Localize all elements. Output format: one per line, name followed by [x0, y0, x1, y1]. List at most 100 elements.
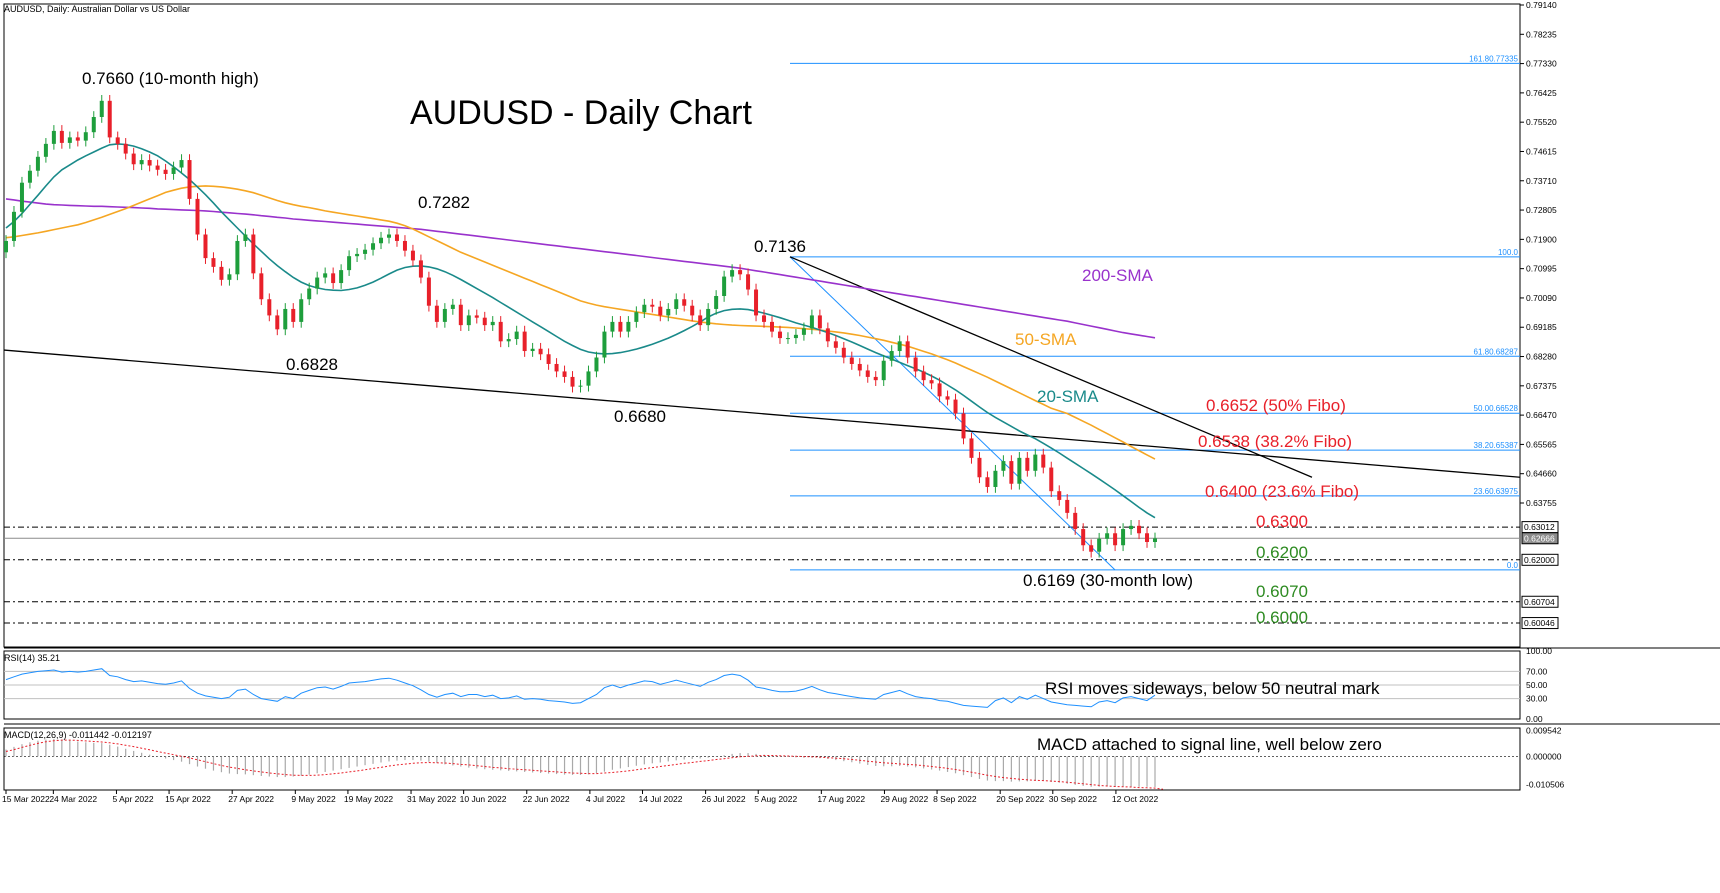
candle [1025, 452, 1030, 477]
candle-body [474, 315, 479, 318]
rsi-note: RSI moves sideways, below 50 neutral mar… [1045, 679, 1380, 698]
candle [650, 298, 655, 313]
candle [610, 316, 615, 338]
candle [387, 228, 391, 244]
price-axis: 0.79140 0.78235 0.77330 0.76425 0.75520 0.746… [1520, 0, 1557, 508]
long-term-trendline [3, 349, 1521, 478]
candle-body [498, 321, 503, 342]
date-tick-label: 17 Aug 2022 [817, 794, 865, 804]
chart-annotation: 0.6680 [614, 407, 666, 426]
candle [873, 371, 878, 386]
candle [131, 147, 136, 171]
candle [99, 94, 104, 123]
price-tick-label: 0.73710 [1526, 176, 1557, 186]
price-tick-label: 0.65565 [1526, 439, 1557, 449]
fib-level-label: 50.00.66528 [1474, 404, 1519, 413]
rsi-tick-label: 100.00 [1526, 646, 1552, 656]
candle-body [235, 240, 240, 275]
macd-pane: 0.009542 0.000000 -0.010506 [4, 726, 1565, 790]
candle-body [315, 277, 320, 289]
candle-body [1081, 529, 1086, 546]
date-tick-label: 30 Sep 2022 [1049, 794, 1097, 804]
price-tag-box [1521, 617, 1559, 630]
candle-body [1097, 538, 1102, 552]
candle-body [307, 288, 312, 300]
candle-body [387, 234, 391, 238]
chart-header: AUDUSD, Daily: Australian Dollar vs US D… [4, 4, 190, 14]
candle [1065, 494, 1070, 519]
candle [11, 206, 16, 247]
candle [1121, 523, 1126, 552]
date-tick-label: 20 Sep 2022 [996, 794, 1044, 804]
candle-body [785, 338, 790, 340]
candle-body [466, 315, 471, 326]
date-tick-label: 9 May 2022 [291, 794, 336, 804]
date-axis: 15 Mar 2022 24 Mar 2022 5 Apr 2022 15 Apr 2… [2, 790, 1159, 804]
chart-annotation: 50-SMA [1015, 330, 1077, 349]
candle-body [809, 315, 814, 329]
candle [498, 316, 503, 348]
price-tag-label: 0.62000 [1524, 555, 1555, 565]
chart-annotation: 0.7282 [418, 193, 470, 212]
candle-body [347, 256, 352, 271]
candle [1081, 523, 1086, 552]
main-pane [3, 3, 1720, 791]
candle-body [211, 258, 216, 267]
date-tick-label: 29 Aug 2022 [880, 794, 928, 804]
candle [937, 377, 942, 403]
candle [163, 163, 168, 180]
horizontal-levels [4, 526, 1520, 624]
candle [307, 282, 312, 306]
chart-annotation: 200-SMA [1082, 266, 1154, 285]
price-tag-label: 0.62666 [1524, 533, 1555, 543]
candle-body [754, 289, 759, 316]
candle-body [969, 438, 974, 458]
candle-body [602, 331, 607, 358]
candle [27, 164, 32, 189]
rsi-tick-label: 0.00 [1526, 714, 1543, 724]
candle-body [993, 470, 998, 487]
candle-body [905, 341, 910, 358]
macd-tick-label: -0.010506 [1526, 780, 1565, 790]
candle-body [1153, 538, 1157, 543]
candle-body [530, 348, 535, 352]
candle-body [722, 276, 727, 296]
candle-body [139, 160, 144, 165]
chart-annotation: 0.6300 [1256, 512, 1308, 531]
candle [139, 154, 144, 171]
candle [299, 293, 304, 328]
candle [706, 303, 711, 331]
price-tick-label: 0.70090 [1526, 293, 1557, 303]
chart-annotation: 0.6000 [1256, 608, 1308, 627]
candle-body [913, 357, 918, 372]
price-tick-label: 0.64660 [1526, 469, 1557, 479]
candle-body [618, 321, 623, 332]
candle-body [690, 305, 695, 316]
candle [1073, 507, 1078, 535]
candle [323, 267, 328, 284]
date-tick-label: 19 May 2022 [344, 794, 393, 804]
candle-body [171, 167, 176, 174]
candle [1009, 455, 1014, 490]
candle-body [1009, 461, 1014, 484]
candle-body [67, 137, 72, 143]
candle [554, 358, 559, 378]
candle [586, 365, 591, 392]
candle [722, 270, 727, 302]
candle-body [371, 243, 376, 250]
date-tick-label: 5 Apr 2022 [112, 794, 153, 804]
candle [1057, 485, 1062, 506]
candle [698, 309, 703, 331]
candle-body [91, 116, 96, 133]
price-tick-label: 0.66470 [1526, 410, 1557, 420]
candle [155, 159, 160, 176]
candle [945, 390, 950, 406]
candle [522, 325, 527, 357]
candle-body [1073, 512, 1078, 530]
candle-body [714, 295, 719, 309]
candle-body [610, 321, 615, 332]
candle [450, 298, 455, 315]
candle-body [793, 334, 798, 339]
